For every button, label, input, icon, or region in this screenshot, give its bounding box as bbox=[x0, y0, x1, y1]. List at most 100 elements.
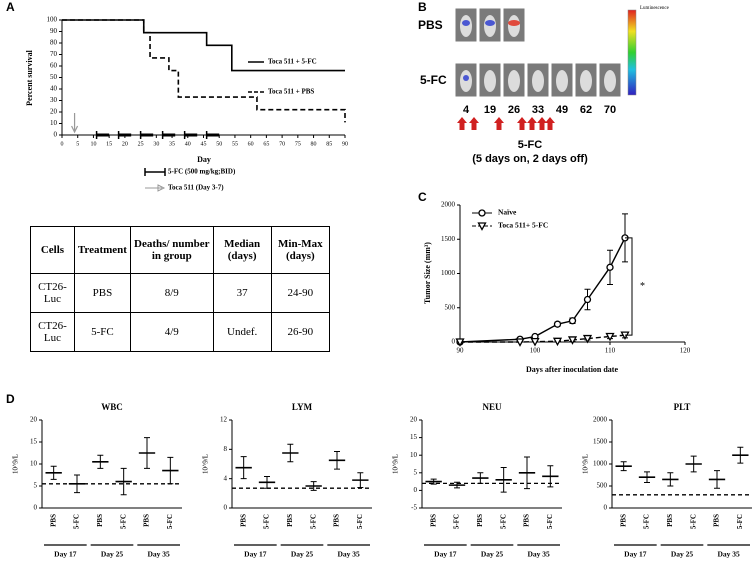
x-tick-label: 45 bbox=[201, 141, 207, 147]
cell: 37 bbox=[212, 273, 272, 313]
y-axis-label: 10^9/L bbox=[392, 454, 400, 474]
y-tick-label: 10 bbox=[410, 451, 418, 459]
x-tick-label: 5-FC bbox=[546, 514, 554, 529]
y-tick-label: 90 bbox=[50, 27, 58, 35]
x-tick-label: 40 bbox=[185, 141, 191, 147]
y-tick-label: 30 bbox=[50, 96, 58, 104]
mouse bbox=[556, 70, 568, 92]
survival-line bbox=[62, 19, 346, 123]
y-tick-label: 8 bbox=[224, 445, 228, 453]
error-bar bbox=[644, 471, 650, 483]
y-tick-label: 500 bbox=[597, 482, 608, 490]
signal bbox=[508, 20, 520, 26]
group-label: Day 35 bbox=[338, 550, 361, 559]
x-tick-label: PBS bbox=[666, 514, 674, 527]
y-tick-label: 10 bbox=[50, 119, 58, 127]
y-axis-label: Tumor Size (mm³) bbox=[423, 242, 432, 304]
y-tick-label: 1500 bbox=[441, 235, 456, 243]
y-tick-label: 40 bbox=[50, 85, 58, 93]
marker bbox=[530, 338, 540, 347]
chart-title: LYM bbox=[292, 402, 313, 412]
treatment-arrow bbox=[537, 117, 547, 130]
row: CT26-Luc 5-FC 4/9 Undef. 26-90 bbox=[30, 312, 331, 352]
treatment-arrow bbox=[527, 117, 537, 130]
error-bar bbox=[74, 474, 80, 494]
marker bbox=[567, 336, 578, 345]
mouse bbox=[580, 70, 592, 92]
x-tick-label: 65 bbox=[263, 141, 269, 147]
y-tick-label: 15 bbox=[30, 438, 38, 446]
mouse bbox=[484, 70, 496, 92]
x-tick-label: PBS bbox=[286, 514, 294, 527]
y-tick-label: 0 bbox=[604, 504, 608, 512]
colorbar bbox=[627, 9, 637, 96]
header-cell: Treatment bbox=[73, 226, 131, 274]
x-tick-label: 55 bbox=[232, 141, 238, 147]
row: CT26-Luc PBS 8/9 37 24-90 bbox=[30, 273, 331, 313]
cell: PBS bbox=[73, 273, 131, 313]
x-tick-label: 30 bbox=[153, 141, 159, 147]
treatment-arrow bbox=[469, 117, 479, 130]
group-label: Day 25 bbox=[101, 550, 124, 559]
y-tick-label: 20 bbox=[410, 416, 418, 424]
x-tick-label: 5-FC bbox=[309, 514, 317, 529]
day-label: 49 bbox=[556, 104, 568, 116]
x-tick-label: 50 bbox=[216, 141, 222, 147]
error-bar bbox=[690, 455, 697, 473]
x-tick-label: 85 bbox=[326, 141, 332, 147]
y-tick-label: 80 bbox=[50, 39, 58, 47]
signal bbox=[463, 75, 469, 81]
day-label: 33 bbox=[532, 104, 544, 116]
y-tick-label: 20 bbox=[50, 108, 58, 116]
x-tick-label: 5 bbox=[76, 141, 79, 147]
group-label: Day 25 bbox=[481, 550, 504, 559]
x-tick-label: 5-FC bbox=[119, 514, 127, 529]
x-tick-label: 110 bbox=[605, 347, 616, 355]
y-tick-label: -5 bbox=[411, 504, 417, 512]
marker bbox=[553, 320, 562, 328]
y-tick-label: 1000 bbox=[441, 269, 456, 277]
cell: 26-90 bbox=[270, 312, 331, 352]
panel-label: C bbox=[418, 190, 427, 204]
x-tick-label: 90 bbox=[342, 141, 348, 147]
marker bbox=[455, 338, 465, 347]
header-cell: Min-Max (days) bbox=[270, 226, 331, 274]
treatment-legend: 5-FC (500 mg/kg;BID) bbox=[168, 168, 236, 176]
x-tick-label: PBS bbox=[96, 514, 104, 527]
x-tick-label: 15 bbox=[106, 141, 112, 147]
day-label: 62 bbox=[580, 104, 592, 116]
day-label: 4 bbox=[463, 104, 470, 116]
x-tick-label: 5-FC bbox=[356, 514, 364, 529]
x-tick-label: PBS bbox=[713, 514, 721, 527]
treatment-label: 5-FC bbox=[518, 139, 543, 151]
x-tick-label: 10 bbox=[90, 141, 96, 147]
group-label: Day 17 bbox=[54, 550, 77, 559]
group-label: Day 35 bbox=[148, 550, 171, 559]
x-tick-label: 20 bbox=[122, 141, 128, 147]
x-tick-label: PBS bbox=[239, 514, 247, 527]
group-label: Day 35 bbox=[718, 550, 741, 559]
y-tick-label: 50 bbox=[50, 73, 58, 81]
mouse bbox=[508, 70, 520, 92]
treatment-arrow bbox=[545, 117, 555, 130]
y-tick-label: 10 bbox=[30, 460, 38, 468]
y-tick-label: 1000 bbox=[593, 460, 608, 468]
y-tick-label: 2000 bbox=[441, 201, 456, 209]
signal bbox=[485, 20, 495, 26]
error-bar bbox=[264, 475, 270, 489]
chart-title: NEU bbox=[482, 402, 502, 412]
error-bar bbox=[50, 465, 57, 480]
panel-label: D bbox=[6, 392, 15, 406]
significance-bracket bbox=[625, 237, 633, 336]
error-bar bbox=[500, 467, 507, 493]
y-tick-label: 15 bbox=[410, 433, 418, 441]
marker bbox=[477, 222, 487, 231]
y-tick-label: 20 bbox=[30, 416, 38, 424]
error-bar bbox=[144, 437, 150, 469]
x-tick-label: 100 bbox=[530, 347, 541, 355]
cell: 8/9 bbox=[129, 273, 214, 313]
x-tick-label: 5-FC bbox=[499, 514, 507, 529]
colorbar-label: Luminescence bbox=[640, 6, 670, 11]
cell: 4/9 bbox=[129, 312, 214, 352]
